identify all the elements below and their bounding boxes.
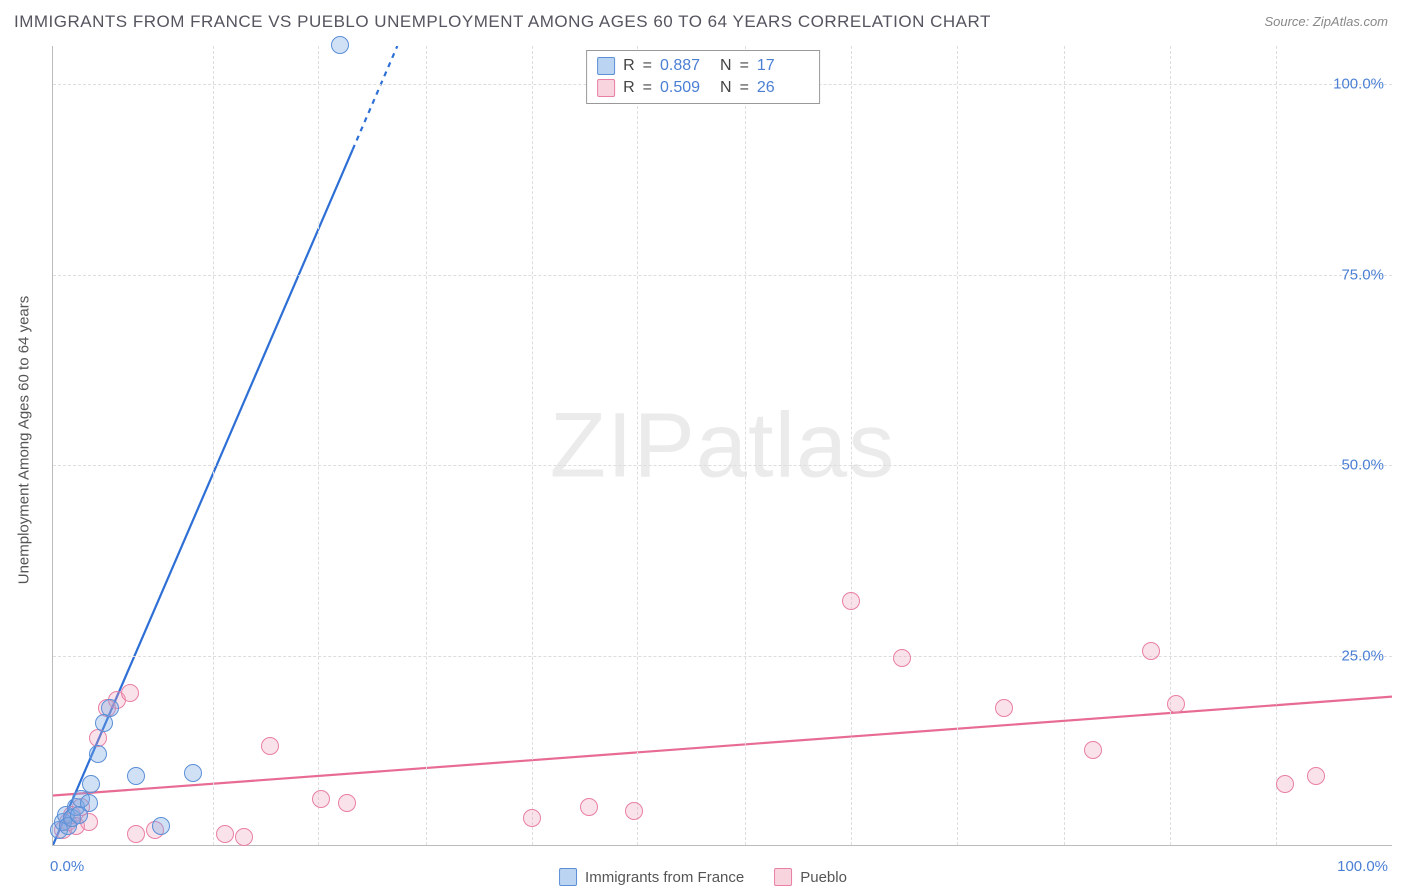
data-point-pink [1084,741,1102,759]
gridline-v [213,46,214,845]
y-tick-label: 25.0% [1341,647,1384,664]
legend-stats-row-blue: R = 0.887 N = 17 [597,55,809,77]
data-point-pink [261,737,279,755]
legend-eq2: = [740,57,749,75]
swatch-blue-icon [597,57,615,75]
data-point-blue [127,767,145,785]
data-point-pink [1142,642,1160,660]
source-label: Source: ZipAtlas.com [1264,14,1388,29]
data-point-pink [1307,767,1325,785]
trendlines-svg [53,46,1392,845]
gridline-v [426,46,427,845]
legend-pink-label: Pueblo [800,869,847,886]
legend-blue-r: 0.887 [660,57,712,75]
gridline-v [318,46,319,845]
data-point-blue [82,775,100,793]
gridline-h [53,465,1392,466]
data-point-pink [625,802,643,820]
data-point-pink [338,794,356,812]
plot-area: ZIPatlas 25.0% 50.0% 75.0% 100.0% [52,46,1392,846]
gridline-v [1276,46,1277,845]
x-tick-0: 0.0% [50,858,84,875]
legend-n-label2: N [720,79,732,97]
legend-n-label: N [720,57,732,75]
legend-eq3: = [643,79,652,97]
gridline-v [957,46,958,845]
data-point-blue [152,817,170,835]
swatch-blue-icon [559,868,577,886]
data-point-pink [216,825,234,843]
data-point-blue [89,745,107,763]
legend-pink-r: 0.509 [660,79,712,97]
legend-stats: R = 0.887 N = 17 R = 0.509 N = 26 [586,50,820,104]
data-point-blue [80,794,98,812]
data-point-pink [523,809,541,827]
gridline-v [1064,46,1065,845]
y-tick-label: 50.0% [1341,457,1384,474]
legend-item-blue: Immigrants from France [559,868,744,886]
y-axis-label: Unemployment Among Ages 60 to 64 years [16,296,33,585]
legend-r-label: R [623,57,635,75]
gridline-h [53,275,1392,276]
data-point-pink [893,649,911,667]
watermark-light: atlas [696,394,895,496]
y-tick-label: 75.0% [1341,266,1384,283]
data-point-blue [101,699,119,717]
data-point-pink [127,825,145,843]
legend-eq4: = [740,79,749,97]
legend-series: Immigrants from France Pueblo [559,868,847,886]
gridline-h [53,656,1392,657]
data-point-pink [995,699,1013,717]
x-tick-100: 100.0% [1337,858,1388,875]
legend-r-label2: R [623,79,635,97]
chart-title: IMMIGRANTS FROM FRANCE VS PUEBLO UNEMPLO… [14,12,991,32]
legend-blue-label: Immigrants from France [585,869,744,886]
data-point-pink [312,790,330,808]
swatch-pink-icon [597,79,615,97]
gridline-v [1170,46,1171,845]
gridline-v [851,46,852,845]
watermark-bold: ZIP [550,394,696,496]
swatch-pink-icon [774,868,792,886]
data-point-pink [235,828,253,846]
gridline-v [745,46,746,845]
data-point-pink [121,684,139,702]
data-point-blue [331,36,349,54]
legend-blue-n: 17 [757,57,809,75]
data-point-pink [580,798,598,816]
data-point-pink [842,592,860,610]
legend-pink-n: 26 [757,79,809,97]
data-point-pink [1276,775,1294,793]
chart-container: IMMIGRANTS FROM FRANCE VS PUEBLO UNEMPLO… [0,0,1406,892]
data-point-pink [1167,695,1185,713]
legend-eq: = [643,57,652,75]
gridline-v [532,46,533,845]
watermark: ZIPatlas [550,393,895,498]
legend-stats-row-pink: R = 0.509 N = 26 [597,77,809,99]
data-point-blue [184,764,202,782]
legend-item-pink: Pueblo [774,868,847,886]
y-tick-label: 100.0% [1333,76,1384,93]
gridline-v [637,46,638,845]
